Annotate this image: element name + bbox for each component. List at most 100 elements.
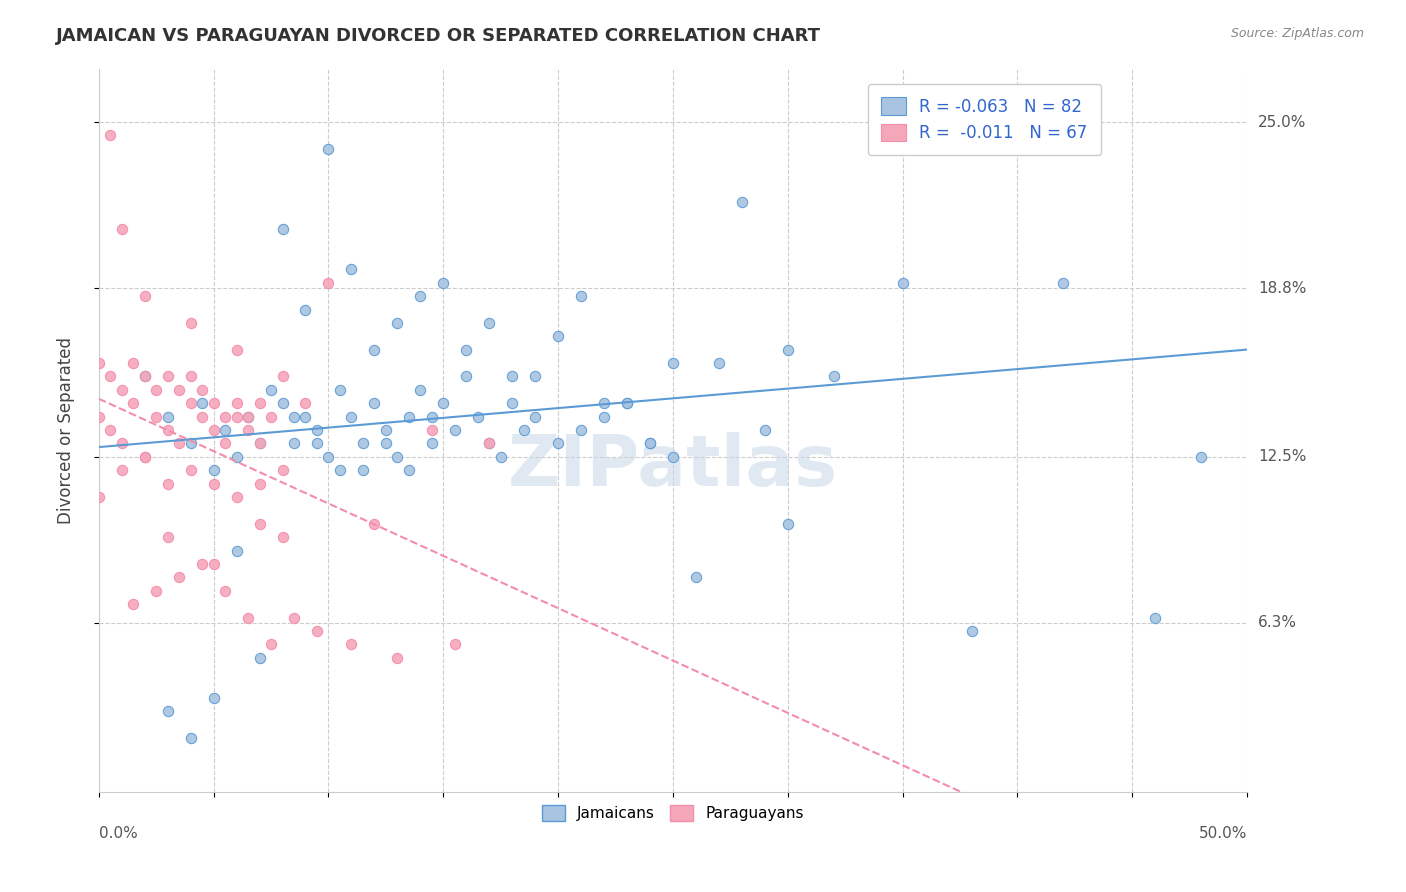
Text: 6.3%: 6.3% xyxy=(1258,615,1298,631)
Point xyxy=(283,610,305,624)
Point xyxy=(398,409,420,424)
Point xyxy=(87,356,110,370)
Point xyxy=(202,463,225,477)
Point xyxy=(180,436,202,450)
Point xyxy=(236,409,259,424)
Point xyxy=(202,423,225,437)
Point xyxy=(387,650,409,665)
Point xyxy=(318,450,340,464)
Point xyxy=(823,369,845,384)
Point xyxy=(340,409,363,424)
Point xyxy=(456,343,478,357)
Point xyxy=(225,396,247,410)
Point xyxy=(593,396,616,410)
Text: 0.0%: 0.0% xyxy=(98,826,138,841)
Point xyxy=(593,409,616,424)
Point xyxy=(432,396,454,410)
Point xyxy=(214,423,236,437)
Point xyxy=(420,436,443,450)
Point xyxy=(363,396,385,410)
Point xyxy=(329,383,352,397)
Point xyxy=(524,369,547,384)
Text: Source: ZipAtlas.com: Source: ZipAtlas.com xyxy=(1230,27,1364,40)
Point xyxy=(662,356,685,370)
Point xyxy=(249,476,271,491)
Point xyxy=(134,369,156,384)
Point xyxy=(87,490,110,504)
Point xyxy=(156,704,179,718)
Point xyxy=(329,463,352,477)
Point xyxy=(318,142,340,156)
Point xyxy=(260,409,283,424)
Point xyxy=(249,650,271,665)
Point xyxy=(145,383,167,397)
Point xyxy=(352,436,374,450)
Point xyxy=(156,476,179,491)
Point xyxy=(180,463,202,477)
Point xyxy=(214,436,236,450)
Point xyxy=(156,409,179,424)
Point xyxy=(776,343,799,357)
Point xyxy=(111,383,134,397)
Point xyxy=(191,396,214,410)
Point xyxy=(443,637,465,651)
Point xyxy=(191,557,214,571)
Point xyxy=(167,570,190,584)
Point xyxy=(271,396,294,410)
Text: 18.8%: 18.8% xyxy=(1258,281,1306,295)
Point xyxy=(340,637,363,651)
Point xyxy=(960,8,983,22)
Point xyxy=(432,276,454,290)
Point xyxy=(363,516,385,531)
Point xyxy=(387,316,409,330)
Point xyxy=(98,369,121,384)
Point xyxy=(420,409,443,424)
Point xyxy=(214,409,236,424)
Point xyxy=(202,690,225,705)
Point xyxy=(363,343,385,357)
Point xyxy=(260,383,283,397)
Point xyxy=(294,396,316,410)
Point xyxy=(156,530,179,544)
Point xyxy=(271,530,294,544)
Point xyxy=(305,624,328,638)
Point xyxy=(294,409,316,424)
Point xyxy=(111,222,134,236)
Point xyxy=(225,450,247,464)
Point xyxy=(225,409,247,424)
Point xyxy=(225,543,247,558)
Point xyxy=(202,557,225,571)
Point xyxy=(467,409,489,424)
Point xyxy=(180,316,202,330)
Point xyxy=(478,436,501,450)
Point xyxy=(134,289,156,303)
Point xyxy=(134,450,156,464)
Point xyxy=(87,409,110,424)
Point xyxy=(98,128,121,143)
Point xyxy=(271,463,294,477)
Point xyxy=(202,476,225,491)
Point xyxy=(569,423,592,437)
Point xyxy=(340,262,363,277)
Text: 25.0%: 25.0% xyxy=(1258,114,1306,129)
Point xyxy=(707,356,730,370)
Point xyxy=(501,369,523,384)
Point xyxy=(236,610,259,624)
Point xyxy=(398,463,420,477)
Point xyxy=(960,624,983,638)
Point xyxy=(111,463,134,477)
Point xyxy=(456,369,478,384)
Point xyxy=(731,195,754,210)
Point xyxy=(489,450,512,464)
Point xyxy=(167,383,190,397)
Point xyxy=(180,731,202,745)
Point xyxy=(122,356,145,370)
Point xyxy=(420,423,443,437)
Point xyxy=(547,436,569,450)
Point xyxy=(225,490,247,504)
Point xyxy=(616,396,638,410)
Point xyxy=(180,369,202,384)
Point xyxy=(374,436,396,450)
Text: ZIPatlas: ZIPatlas xyxy=(508,432,838,500)
Point xyxy=(122,396,145,410)
